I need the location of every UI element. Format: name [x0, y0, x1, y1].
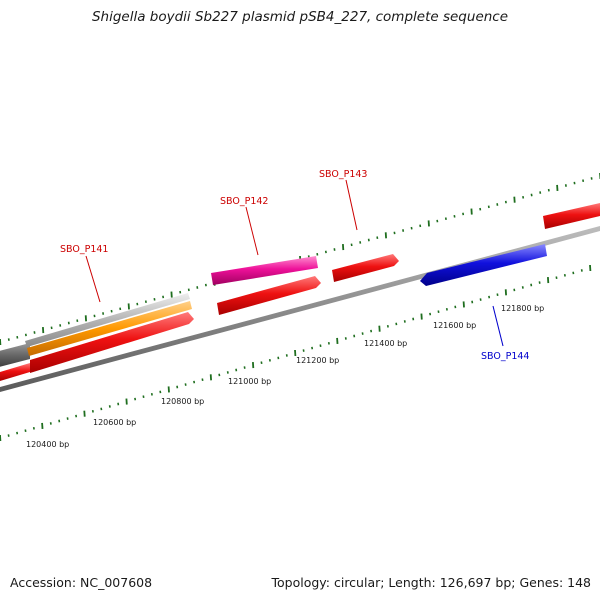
gene-bar-darkgray[interactable]: [0, 343, 30, 368]
gene-bar-orange[interactable]: [27, 301, 192, 356]
genome-summary-text: Topology: circular; Length: 126,697 bp; …: [271, 575, 592, 590]
ruler-labels: 120400 bp 120600 bp 120800 bp 121000 bp …: [26, 304, 544, 449]
ruler-label: 121200 bp: [296, 356, 339, 365]
label-leader-line: [245, 206, 259, 256]
gene-label-text: SBO_P144: [481, 351, 529, 362]
ruler-label: 121000 bp: [228, 377, 271, 386]
gene-bar-red-right[interactable]: [543, 203, 600, 229]
label-leader-line: [345, 179, 358, 231]
accession-text: Accession: NC_007608: [10, 575, 153, 590]
ruler-label: 121400 bp: [364, 339, 407, 348]
gene-bar-red-sbo-p143[interactable]: [332, 254, 399, 282]
gene-label-sbo-p142[interactable]: SBO_P142: [220, 196, 268, 256]
gene-bar-red-left[interactable]: [0, 363, 30, 381]
outer-tick-ring: [0, 173, 600, 346]
inner-tick-ring: [0, 264, 592, 442]
gene-label-text: SBO_P141: [60, 244, 108, 255]
gene-label-text: SBO_P143: [319, 169, 367, 180]
ruler-label: 120800 bp: [161, 397, 204, 406]
label-leader-line: [492, 305, 504, 347]
ruler-label: 120600 bp: [93, 418, 136, 427]
gene-label-sbo-p143[interactable]: SBO_P143: [319, 169, 367, 231]
gene-bar-red-sbo-p141[interactable]: [30, 312, 194, 373]
gene-label-text: SBO_P142: [220, 196, 268, 207]
ruler-label: 120400 bp: [26, 440, 69, 449]
gene-bar-magenta-sbo-p142[interactable]: [211, 256, 318, 285]
gene-bar-blue-sbo-p144[interactable]: [420, 244, 547, 286]
gene-bar-gray[interactable]: [25, 293, 190, 347]
gene-label-sbo-p141[interactable]: SBO_P141: [60, 244, 108, 303]
gene-label-sbo-p144[interactable]: SBO_P144: [481, 305, 529, 362]
ruler-label: 121800 bp: [501, 304, 544, 313]
gene-track: [0, 203, 600, 381]
map-title: Shigella boydii Sb227 plasmid pSB4_227, …: [91, 9, 509, 25]
ruler-label: 121600 bp: [433, 321, 476, 330]
gene-bar-red-sbo-p142[interactable]: [217, 276, 321, 315]
label-leader-line: [85, 255, 101, 303]
